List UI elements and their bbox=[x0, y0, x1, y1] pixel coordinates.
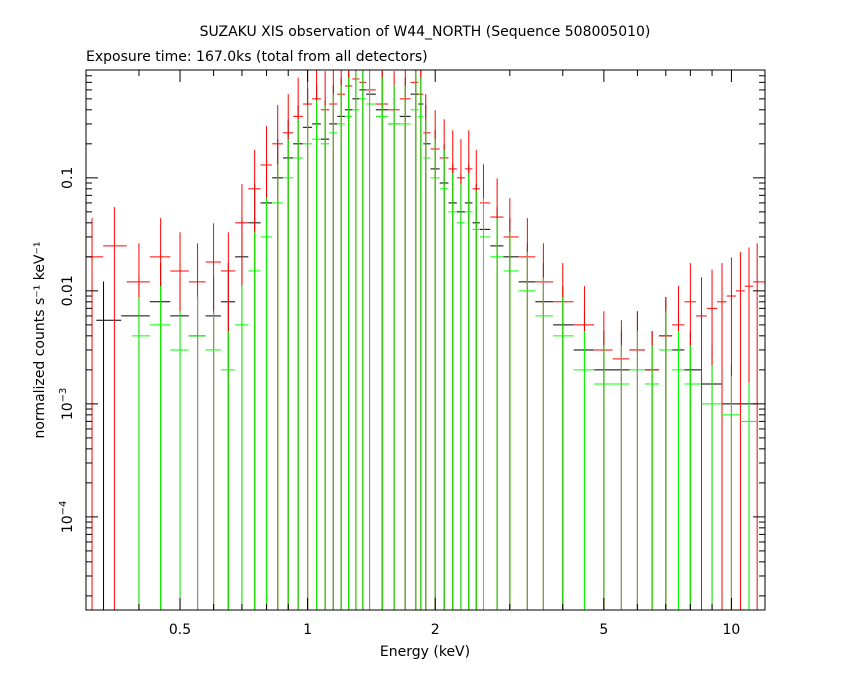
y-tick-label: 10−4 bbox=[58, 501, 76, 534]
data-series bbox=[131, 70, 757, 610]
chart-title: SUZAKU XIS observation of W44_NORTH (Seq… bbox=[200, 24, 651, 40]
x-tick-label: 2 bbox=[431, 622, 440, 638]
y-tick-label: 10−3 bbox=[58, 388, 76, 421]
x-axis-label: Energy (keV) bbox=[380, 644, 470, 660]
plot-frame bbox=[85, 69, 766, 611]
chart-subtitle: Exposure time: 167.0ks (total from all d… bbox=[86, 49, 428, 65]
series-layer bbox=[86, 70, 765, 610]
x-tick-label: 1 bbox=[303, 622, 312, 638]
y-axis-label: normalized counts s⁻¹ keV⁻¹ bbox=[32, 241, 48, 438]
y-tick-label: 0.01 bbox=[60, 275, 76, 306]
y-tick-label: 0.1 bbox=[60, 167, 76, 189]
x-tick-label: 10 bbox=[723, 622, 741, 638]
x-tick-label: 0.5 bbox=[169, 622, 191, 638]
x-tick-label: 5 bbox=[599, 622, 608, 638]
tick-layer: 0.5 1 2 5 10 10−4 10−3 0.01 0.1 bbox=[58, 69, 765, 638]
